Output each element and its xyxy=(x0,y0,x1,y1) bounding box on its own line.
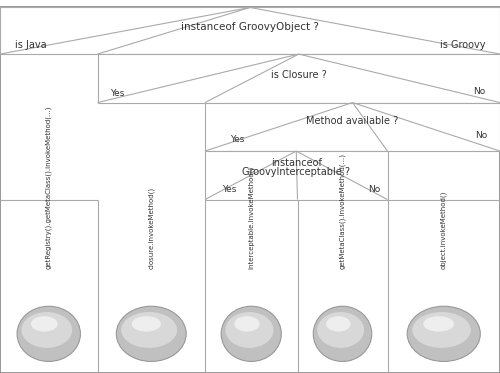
Ellipse shape xyxy=(234,316,260,332)
Ellipse shape xyxy=(132,316,161,332)
Bar xyxy=(205,103,500,151)
Text: instanceof GroovyObject ?: instanceof GroovyObject ? xyxy=(181,22,319,32)
Text: No: No xyxy=(475,131,488,140)
Ellipse shape xyxy=(326,316,350,332)
Ellipse shape xyxy=(318,312,364,348)
Ellipse shape xyxy=(22,312,72,348)
Text: 1: 1 xyxy=(246,328,256,343)
Text: 1: 1 xyxy=(146,328,156,343)
Bar xyxy=(98,54,500,103)
Ellipse shape xyxy=(31,316,58,332)
Ellipse shape xyxy=(313,306,372,361)
Text: is Groovy: is Groovy xyxy=(440,40,485,50)
Text: closure.invokeMethod(): closure.invokeMethod() xyxy=(148,186,154,269)
Text: instanceof: instanceof xyxy=(271,159,322,168)
Text: GroovyInterceptable ?: GroovyInterceptable ? xyxy=(242,167,350,177)
Text: object.invokeMethod(): object.invokeMethod() xyxy=(440,190,447,269)
Text: No: No xyxy=(473,87,485,96)
Ellipse shape xyxy=(226,312,274,348)
Text: 2: 2 xyxy=(338,328,347,343)
Text: 3: 3 xyxy=(44,328,54,343)
Text: Method available ?: Method available ? xyxy=(306,116,398,126)
Text: 1: 1 xyxy=(439,328,448,343)
Text: Yes: Yes xyxy=(222,185,237,194)
Text: No: No xyxy=(368,185,380,194)
Ellipse shape xyxy=(17,306,80,361)
Ellipse shape xyxy=(412,312,471,348)
Bar xyxy=(205,151,388,200)
Text: Yes: Yes xyxy=(110,89,124,98)
Text: getMetaClass().invokeMethod(...): getMetaClass().invokeMethod(...) xyxy=(339,153,346,269)
Text: is Java: is Java xyxy=(15,40,46,50)
Bar xyxy=(0,7,500,54)
Ellipse shape xyxy=(116,306,186,361)
Ellipse shape xyxy=(424,316,454,332)
Ellipse shape xyxy=(121,312,177,348)
Text: interceptable.invokeMethod(): interceptable.invokeMethod() xyxy=(248,165,254,269)
Text: getRegistry().getMetaClass().invokeMethod(...): getRegistry().getMetaClass().invokeMetho… xyxy=(46,105,52,269)
Ellipse shape xyxy=(407,306,480,361)
Text: is Closure ?: is Closure ? xyxy=(271,70,326,79)
Text: Yes: Yes xyxy=(230,135,244,144)
Ellipse shape xyxy=(221,306,282,361)
